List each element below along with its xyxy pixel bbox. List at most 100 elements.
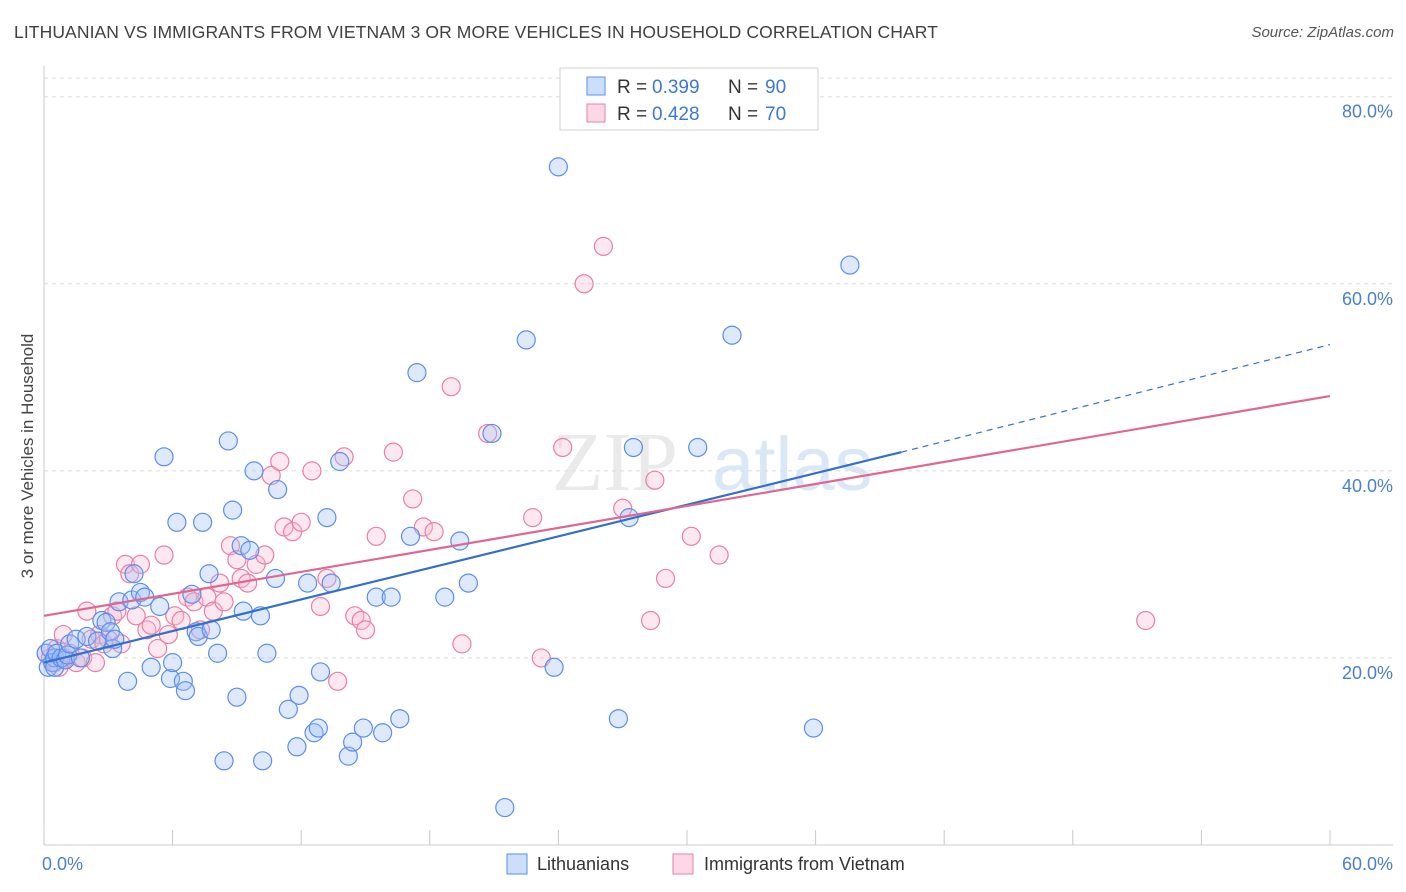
x-tick-labels: 0.0% 60.0% bbox=[42, 854, 1393, 874]
axes bbox=[43, 66, 1393, 846]
data-point bbox=[640, 610, 661, 631]
data-point bbox=[154, 447, 174, 467]
data-point bbox=[435, 587, 455, 607]
data-point bbox=[531, 648, 551, 668]
data-point bbox=[220, 536, 241, 556]
data-point bbox=[77, 626, 97, 647]
data-point bbox=[167, 512, 187, 532]
data-point bbox=[495, 797, 515, 818]
bottom-legend-swatch-lithuanians bbox=[506, 853, 528, 875]
data-point bbox=[141, 657, 161, 677]
data-point bbox=[482, 423, 502, 444]
data-point bbox=[608, 709, 629, 729]
data-point bbox=[548, 157, 569, 177]
data-point bbox=[308, 718, 328, 738]
data-point bbox=[366, 587, 386, 607]
legend-n-value-lithuanians: 90 bbox=[765, 77, 786, 98]
bottom-legend: Lithuanians Immigrants from Vietnam bbox=[506, 853, 905, 875]
data-point bbox=[373, 723, 393, 743]
data-point bbox=[214, 592, 234, 612]
data-point bbox=[553, 437, 573, 458]
top-legend: R = 0.399 N = 90 R = 0.428 N = 70 bbox=[559, 67, 819, 131]
data-point bbox=[244, 461, 264, 481]
data-point bbox=[645, 470, 665, 490]
data-point bbox=[400, 526, 421, 546]
data-point bbox=[289, 685, 309, 705]
data-point bbox=[96, 612, 116, 632]
data-point bbox=[175, 681, 196, 701]
data-point bbox=[268, 479, 288, 500]
x-tick-label-max: 60.0% bbox=[1342, 854, 1393, 874]
data-point bbox=[478, 423, 498, 444]
data-point bbox=[574, 274, 594, 294]
data-point bbox=[227, 687, 247, 707]
legend-r-value-lithuanians: 0.399 bbox=[652, 77, 700, 98]
legend-r-label-vietnam: R = bbox=[617, 104, 647, 125]
data-point bbox=[141, 615, 161, 635]
data-point bbox=[709, 545, 729, 565]
data-point bbox=[722, 325, 742, 345]
data-point bbox=[688, 437, 708, 458]
data-point bbox=[270, 451, 290, 472]
data-point bbox=[154, 545, 174, 565]
data-point bbox=[381, 587, 401, 607]
data-point bbox=[278, 699, 298, 719]
data-point bbox=[441, 377, 461, 397]
legend-n-label-vietnam: N = bbox=[728, 104, 758, 125]
data-point bbox=[317, 508, 337, 528]
data-point bbox=[126, 606, 146, 626]
trend-line-lithuanians-extension bbox=[901, 343, 1331, 453]
trend-line-vietnam bbox=[43, 394, 1331, 617]
data-point bbox=[655, 568, 676, 589]
data-point bbox=[458, 573, 478, 593]
data-point bbox=[298, 573, 318, 593]
data-point bbox=[452, 634, 472, 654]
legend-n-label-lithuanians: N = bbox=[728, 77, 758, 98]
data-point bbox=[45, 657, 65, 677]
data-point bbox=[85, 653, 106, 673]
data-point bbox=[240, 540, 260, 560]
data-point bbox=[321, 573, 341, 593]
data-point bbox=[150, 596, 170, 617]
data-point bbox=[147, 638, 168, 659]
data-point bbox=[383, 442, 403, 462]
bottom-legend-label-lithuanians: Lithuanians bbox=[537, 854, 629, 874]
data-point bbox=[310, 596, 331, 617]
data-point bbox=[130, 554, 151, 574]
data-point bbox=[287, 737, 307, 757]
data-point bbox=[124, 564, 144, 584]
data-point bbox=[803, 718, 824, 738]
data-point bbox=[255, 545, 275, 565]
y-tick-label: 80.0% bbox=[1342, 102, 1393, 122]
data-point bbox=[214, 751, 234, 771]
data-point bbox=[523, 508, 543, 528]
data-point bbox=[199, 564, 219, 584]
data-point bbox=[223, 500, 243, 520]
data-point bbox=[343, 732, 363, 752]
x-tick-label-min: 0.0% bbox=[42, 854, 83, 874]
legend-r-label-lithuanians: R = bbox=[617, 77, 647, 98]
data-point bbox=[253, 751, 273, 771]
data-point bbox=[302, 461, 322, 481]
data-point bbox=[1136, 610, 1156, 631]
data-point bbox=[366, 526, 386, 546]
data-point bbox=[163, 653, 183, 673]
data-point bbox=[593, 236, 614, 256]
data-point bbox=[840, 255, 860, 275]
source-label: Source: ZipAtlas.com bbox=[1251, 24, 1394, 41]
y-tick-label: 20.0% bbox=[1342, 663, 1393, 683]
data-point bbox=[182, 584, 202, 604]
y-tick-labels: 20.0% 40.0% 60.0% 80.0% bbox=[1342, 102, 1393, 683]
data-point bbox=[516, 330, 536, 350]
legend-r-value-vietnam: 0.428 bbox=[652, 104, 700, 125]
legend-swatch-lithuanians bbox=[586, 76, 606, 96]
data-point bbox=[184, 592, 204, 612]
data-point bbox=[355, 620, 376, 640]
data-point bbox=[413, 517, 433, 537]
data-point bbox=[193, 512, 213, 532]
data-point bbox=[424, 522, 444, 542]
data-point bbox=[310, 662, 331, 682]
data-point bbox=[291, 512, 311, 532]
data-point bbox=[403, 489, 423, 509]
